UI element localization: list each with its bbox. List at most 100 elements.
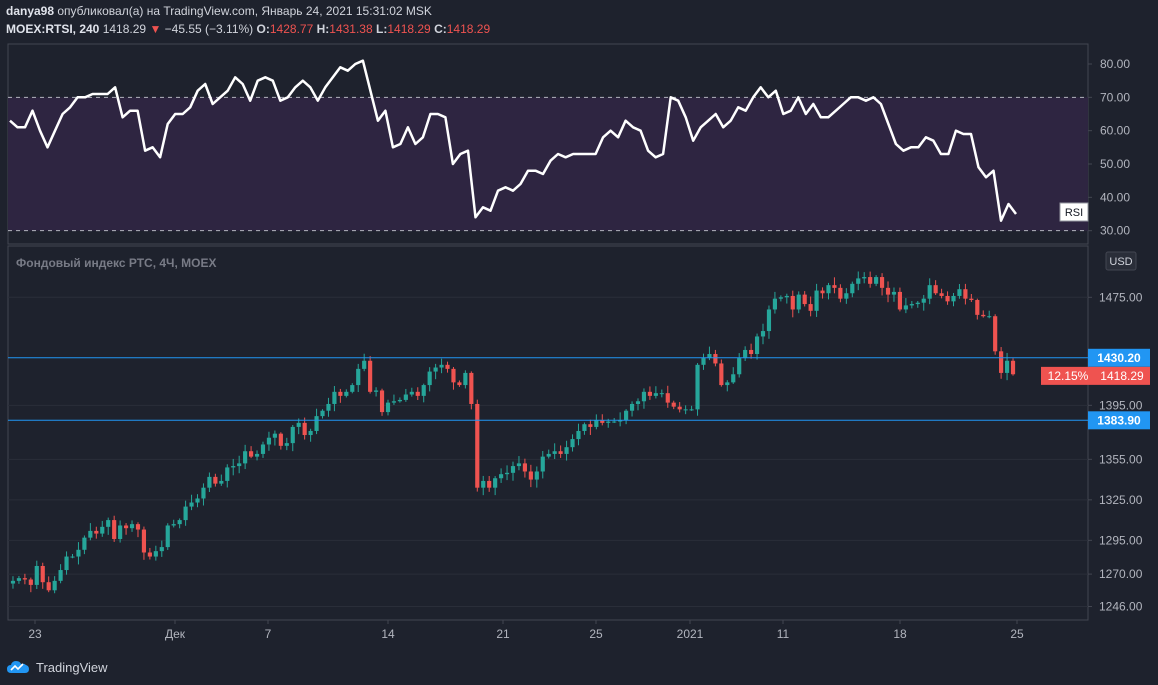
rsi-line (9, 59, 1017, 222)
candle-up (624, 410, 629, 421)
candle-up (683, 409, 688, 411)
candle-down (248, 451, 254, 457)
candle-up (344, 391, 349, 396)
rsi-tick-label: 30.00 (1100, 224, 1130, 238)
candle-up (118, 525, 123, 539)
candle-down (415, 391, 420, 396)
candle-up (856, 278, 861, 284)
candle-down (808, 304, 813, 311)
candle-up (552, 451, 557, 454)
percent-change-label: 12.15% (1048, 369, 1089, 383)
change-arrow-icon: ▼ (149, 22, 162, 36)
candle-down (22, 578, 27, 580)
candle-up (183, 506, 188, 521)
hline-upper-label-box (1088, 348, 1150, 367)
candle-down (40, 565, 45, 583)
candle-up (570, 439, 575, 448)
candle-up (951, 295, 956, 302)
rsi-axis: 80.00 70.00 60.00 50.00 40.00 30.00 (1088, 57, 1130, 238)
candle-up (659, 393, 664, 395)
candle-down (933, 285, 938, 294)
price-tick-label: 1475.00 (1099, 290, 1143, 304)
symbol-name[interactable]: MOEX:RTSI, 240 (6, 22, 100, 36)
price-pane[interactable] (7, 245, 1089, 621)
candle-down (278, 433, 283, 446)
candle-up (326, 403, 331, 411)
candle-up (439, 364, 444, 368)
price-pane-title: Фондовый индекс РТС, 4Ч, MOEX (16, 256, 217, 270)
candle-down (963, 289, 968, 299)
time-axis: 23 Дек 7 14 21 25 2021 11 18 25 (28, 620, 1024, 641)
candle-up (296, 422, 301, 427)
candle-up (201, 487, 206, 499)
candle-up (237, 463, 242, 467)
price-axis: 1475.00 1395.00 1355.00 1325.00 1295.00 1270.… (1088, 290, 1143, 613)
candle-down (832, 285, 837, 288)
candle-up (707, 354, 712, 359)
candle-up (635, 401, 641, 404)
candles (10, 271, 1016, 594)
currency-label: USD (1109, 256, 1132, 268)
candle-up (760, 331, 766, 337)
candle-up (772, 298, 778, 310)
low-label: L: (376, 22, 388, 36)
candle-down (1010, 360, 1016, 375)
hline-lower-label-box (1088, 411, 1150, 430)
candle-down (665, 393, 670, 403)
open-label: O: (256, 22, 270, 36)
candle-down (802, 294, 807, 305)
tradingview-logo[interactable]: TradingView (6, 657, 108, 677)
candle-up (332, 391, 337, 404)
open-value: 1428.77 (269, 22, 314, 36)
candle-up (350, 385, 355, 392)
rsi-label: RSI (1065, 207, 1083, 219)
candle-up (915, 302, 920, 305)
candle-up (165, 525, 170, 548)
publish-info: danya98 опубликовал(а) на TradingView.co… (6, 4, 432, 18)
candle-down (46, 582, 51, 591)
candle-up (421, 385, 426, 396)
candle-up (927, 285, 932, 299)
last-price-box (1041, 366, 1150, 385)
symbol-info: MOEX:RTSI, 240 1418.29 ▼ −45.55 (−3.11%)… (6, 22, 490, 36)
candle-up (219, 480, 224, 484)
price-tick-label: 1246.00 (1099, 599, 1143, 613)
last-price: 1418.29 (102, 22, 147, 36)
candle-up (737, 358, 742, 375)
candle-up (516, 463, 522, 467)
candle-down (713, 354, 718, 364)
candle-up (957, 289, 962, 296)
candle-up (784, 295, 789, 298)
candle-up (362, 360, 367, 369)
currency-box[interactable] (1105, 251, 1137, 271)
rsi-tick-label: 80.00 (1100, 57, 1130, 71)
candle-up (106, 520, 111, 527)
candle-down (368, 360, 373, 392)
candle-up (320, 410, 325, 417)
candle-up (70, 556, 75, 558)
candle-down (677, 406, 682, 410)
candle-up (231, 466, 236, 468)
candle-up (207, 476, 212, 488)
candle-down (671, 402, 676, 407)
candle-down (123, 525, 129, 529)
candle-up (862, 277, 867, 279)
candle-up (427, 371, 432, 386)
candle-up (195, 498, 200, 503)
rsi-tick-label: 60.00 (1100, 124, 1130, 138)
candle-up (534, 471, 539, 480)
price-tick-label: 1270.00 (1099, 567, 1143, 581)
candle-up (629, 403, 635, 411)
close-value: 1418.29 (446, 22, 491, 36)
high-value: 1431.38 (329, 22, 373, 36)
candle-up (171, 524, 176, 526)
price-tick-label: 1395.00 (1099, 398, 1143, 412)
candle-down (528, 471, 533, 480)
rsi-tick-label: 70.00 (1100, 90, 1130, 104)
candle-up (177, 520, 182, 525)
candle-down (838, 287, 843, 299)
candle-up (874, 277, 879, 284)
time-tick-label: 25 (589, 627, 603, 641)
candle-down (879, 277, 885, 288)
